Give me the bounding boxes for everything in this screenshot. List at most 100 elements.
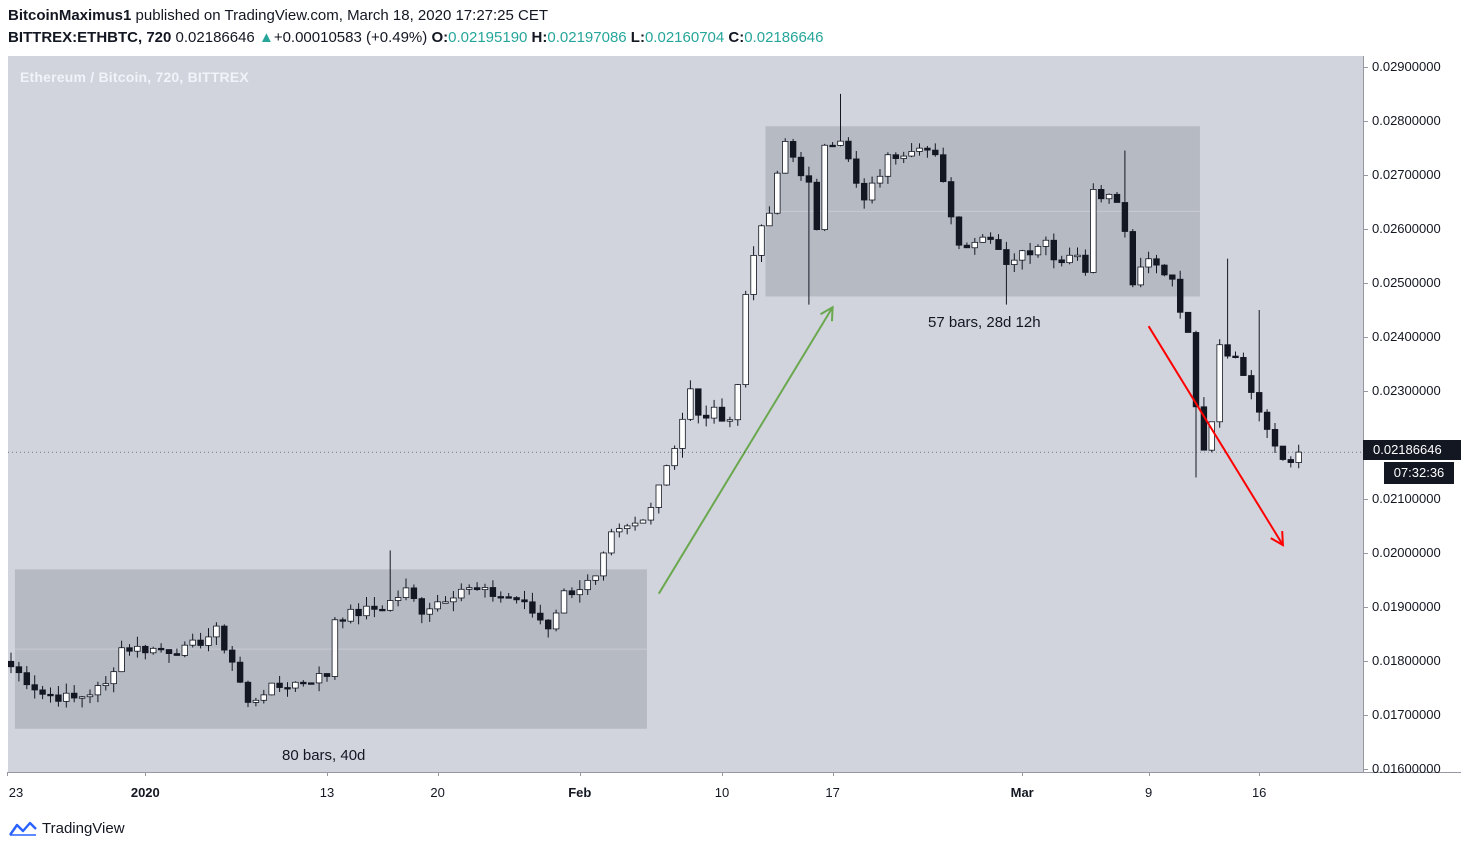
price-tick-label: 0.02300000: [1372, 383, 1441, 399]
candle-body: [505, 596, 512, 599]
time-tick-mark: [832, 772, 834, 776]
time-tick-mark: [722, 772, 723, 776]
candle-body: [347, 608, 354, 622]
candle-body: [1271, 429, 1279, 447]
candle-body: [355, 608, 362, 617]
candle-body: [947, 181, 955, 218]
candle-body: [371, 605, 378, 610]
up-arrow-head: [819, 305, 834, 322]
candle-body: [1224, 344, 1231, 357]
candle-body: [189, 639, 196, 646]
candle-body: [63, 692, 70, 702]
time-tick-mark: [579, 772, 581, 776]
candle-body: [718, 406, 726, 422]
candle-body: [292, 681, 299, 689]
time-tick-label: Feb: [568, 785, 592, 800]
candle-body: [908, 151, 915, 157]
time-tick-label: 9: [1144, 785, 1153, 800]
candle-body: [979, 236, 986, 243]
candle-body: [513, 597, 520, 601]
candle-body: [102, 683, 109, 686]
candle-body: [853, 158, 860, 184]
candle-body: [307, 682, 315, 685]
candle-body: [884, 154, 892, 177]
candle-body: [205, 636, 212, 646]
candle-body: [584, 579, 591, 591]
price-tick-mark: [1363, 228, 1368, 230]
candle-body: [552, 612, 560, 630]
close-value: 0.02186646: [744, 29, 824, 46]
candle-body: [663, 465, 670, 486]
candle-body: [750, 255, 757, 295]
price-tick-label: 0.02800000: [1372, 112, 1441, 128]
price-tick-label: 0.02600000: [1372, 220, 1441, 236]
high-label: H:: [531, 29, 548, 46]
candle-body: [892, 154, 899, 159]
candle-body: [228, 649, 236, 663]
price-scale[interactable]: [1363, 56, 1462, 772]
price-tick-mark: [1363, 391, 1368, 393]
candle-body: [521, 599, 528, 603]
candle-body: [821, 144, 828, 231]
candle-body: [1050, 239, 1057, 261]
candle-body: [1208, 421, 1215, 451]
time-scale[interactable]: [8, 772, 1461, 807]
symbol-name: BITTREX:ETHBTC, 720: [8, 29, 172, 46]
candle-body: [149, 647, 157, 654]
candle-body: [402, 587, 410, 598]
publish-info: BitcoinMaximus1 published on TradingView…: [8, 7, 548, 24]
time-tick-mark: [437, 772, 439, 776]
candle-body: [1042, 239, 1050, 247]
candle-body: [47, 693, 54, 697]
candle-body: [703, 414, 710, 419]
candle-body: [576, 589, 583, 596]
change-value: +0.00010583 (+0.49%): [273, 29, 428, 46]
candle-body: [774, 172, 781, 214]
candle-body: [1026, 250, 1034, 256]
candle-body: [323, 673, 331, 677]
price-tick-mark: [1363, 174, 1368, 176]
candle-body: [39, 689, 46, 695]
candle-body: [963, 244, 971, 249]
open-label: O:: [431, 29, 449, 46]
candle-body: [126, 647, 133, 652]
candle-body: [695, 388, 702, 416]
candle-body: [236, 661, 244, 683]
candle-body: [940, 154, 947, 183]
candle-body: [1232, 355, 1239, 358]
candle-body: [173, 653, 181, 656]
candle-body: [1153, 258, 1160, 266]
tradingview-logo-icon: [9, 821, 37, 836]
candle-body: [1074, 254, 1081, 258]
candle-body: [639, 519, 647, 524]
candle-body: [497, 596, 504, 599]
candle-body: [1098, 189, 1105, 200]
candle-body: [426, 608, 433, 615]
candle-body: [94, 685, 102, 696]
candle-body: [726, 419, 734, 422]
candle-body: [458, 588, 465, 599]
candle-body: [23, 672, 30, 686]
candle-body: [900, 155, 907, 159]
author-name[interactable]: BitcoinMaximus1: [8, 7, 132, 24]
range1-label: 80 bars, 40d: [282, 747, 366, 764]
candle-body: [1279, 445, 1287, 460]
price-tick-label: 0.01900000: [1372, 599, 1441, 615]
candle-body: [386, 600, 394, 611]
candle-body: [315, 673, 323, 684]
price-tick-mark: [1363, 336, 1368, 338]
candle-body: [1263, 411, 1271, 430]
time-tick-label: Mar: [1010, 785, 1034, 800]
time-tick-label: 17: [825, 785, 840, 800]
symbol-info: BITTREX:ETHBTC, 720 0.02186646 ▲+0.00010…: [8, 29, 823, 46]
candle-body: [1129, 231, 1136, 286]
candle-body: [560, 590, 568, 614]
candle-body: [1145, 258, 1152, 268]
down-trend-arrow: [1147, 325, 1284, 546]
candle-body: [481, 587, 489, 591]
candle-body: [1200, 406, 1208, 451]
high-value: 0.02197086: [547, 29, 627, 46]
time-tick-label: 16: [1251, 785, 1267, 800]
candle-body: [647, 507, 655, 521]
tradingview-footer[interactable]: TradingView: [8, 820, 125, 837]
